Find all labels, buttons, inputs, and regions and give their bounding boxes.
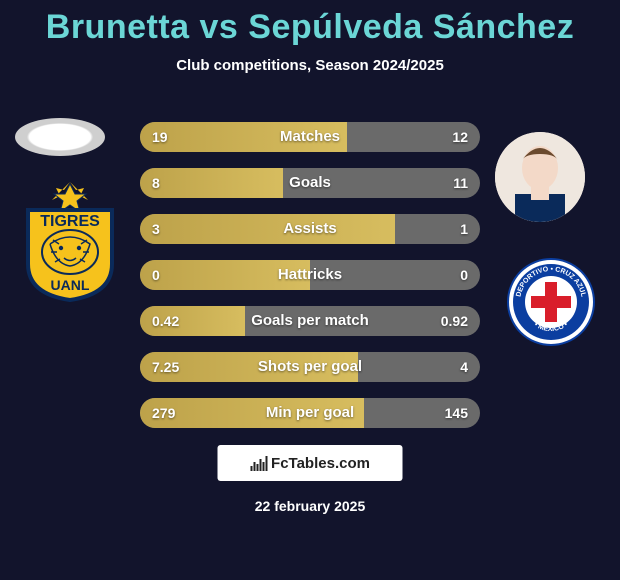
stat-row: 8Goals11	[140, 168, 480, 198]
stat-label: Goals	[140, 168, 480, 198]
club-left-text-top: TIGRES	[40, 213, 100, 230]
stat-label: Shots per goal	[140, 352, 480, 382]
stat-row: 3Assists1	[140, 214, 480, 244]
club-left-text-bottom: UANL	[51, 277, 90, 293]
stat-value-right: 4	[460, 352, 468, 382]
fctables-badge: FcTables.com	[218, 445, 403, 481]
stat-value-right: 1	[460, 214, 468, 244]
club-logo-left: TIGRES UANL	[20, 182, 120, 302]
stat-value-right: 0	[460, 260, 468, 290]
stat-row: 0Hattricks0	[140, 260, 480, 290]
stat-label: Hattricks	[140, 260, 480, 290]
stats-area: 19Matches128Goals113Assists10Hattricks00…	[140, 122, 480, 444]
fctables-text: FcTables.com	[271, 455, 370, 472]
stat-value-right: 0.92	[441, 306, 468, 336]
comparison-subtitle: Club competitions, Season 2024/2025	[0, 57, 620, 74]
stat-label: Goals per match	[140, 306, 480, 336]
stat-value-right: 12	[452, 122, 468, 152]
player-left-photo	[15, 118, 105, 156]
stat-value-right: 11	[453, 168, 468, 198]
stat-row: 0.42Goals per match0.92	[140, 306, 480, 336]
stat-row: 279Min per goal145	[140, 398, 480, 428]
stat-row: 7.25Shots per goal4	[140, 352, 480, 382]
stat-value-right: 145	[445, 398, 468, 428]
player-right-photo	[495, 132, 585, 222]
stat-label: Assists	[140, 214, 480, 244]
stat-label: Min per goal	[140, 398, 480, 428]
stat-label: Matches	[140, 122, 480, 152]
club-logo-right: DEPORTIVO • CRUZ AZUL • MEXICO •	[507, 258, 595, 346]
comparison-title: Brunetta vs Sepúlveda Sánchez	[0, 0, 620, 47]
stat-row: 19Matches12	[140, 122, 480, 152]
fctables-bars-icon	[250, 455, 267, 471]
comparison-date: 22 february 2025	[0, 498, 620, 514]
